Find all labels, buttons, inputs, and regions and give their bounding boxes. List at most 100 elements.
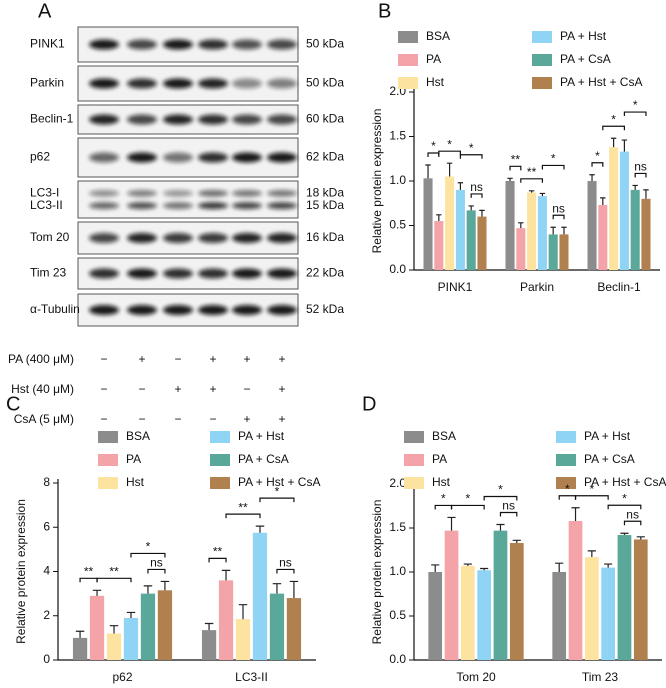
error-bar — [555, 562, 564, 572]
significance-label: * — [633, 98, 638, 112]
x-tick-label: LC3-II — [235, 670, 268, 684]
blot-band — [163, 189, 193, 197]
blot-band — [89, 233, 119, 243]
legend-label: PA + Hst + CsA — [238, 475, 320, 489]
error-bar — [272, 583, 282, 594]
bar — [477, 216, 487, 270]
significance-bracket — [208, 557, 227, 563]
legend-swatch — [532, 54, 552, 66]
blot-band — [163, 39, 193, 50]
bar — [235, 619, 251, 660]
legend-label: Hst — [432, 475, 451, 489]
significance-label: * — [469, 141, 474, 155]
y-tick-label: 6 — [43, 519, 50, 533]
legend-label: PA — [426, 52, 441, 66]
bar — [460, 565, 475, 660]
error-bar — [289, 580, 299, 599]
legend-label: PA + CsA — [560, 52, 611, 66]
error-bar — [512, 539, 521, 543]
significance-label: ns — [634, 160, 647, 174]
blot-kda: 18 kDa — [306, 186, 344, 200]
bar — [444, 530, 459, 660]
blot-band — [267, 114, 297, 125]
y-axis-label: Relative protein expression — [370, 109, 384, 254]
significance-bracket — [591, 162, 604, 167]
significance-label: ns — [552, 201, 565, 215]
treatment-label: PA (400 μM) — [8, 352, 74, 366]
significance-label: * — [466, 492, 471, 506]
blot-band — [127, 189, 157, 197]
y-tick-label: 0.0 — [389, 262, 406, 276]
legend-swatch — [398, 54, 418, 66]
error-bar — [463, 563, 472, 566]
bar — [286, 598, 302, 660]
blot-band — [163, 78, 193, 89]
bar — [548, 234, 558, 270]
bar — [537, 196, 547, 270]
bar — [617, 535, 632, 660]
bar — [619, 151, 629, 270]
legend-label: PA + Hst — [238, 429, 285, 443]
significance-bracket — [130, 552, 166, 558]
bar — [552, 572, 567, 660]
blot-band — [89, 268, 119, 279]
y-tick-label: 2 — [43, 608, 50, 622]
blot-label: Tim 23 — [30, 266, 67, 280]
y-tick-label: 0 — [43, 652, 50, 666]
y-axis-label: Relative protein expression — [370, 500, 384, 645]
legend-swatch — [210, 454, 230, 466]
significance-bracket — [459, 154, 483, 159]
blot-band — [267, 152, 297, 163]
significance-bracket — [470, 193, 483, 198]
blot-band — [89, 114, 119, 125]
blot-label: p62 — [30, 150, 50, 164]
blot-band — [89, 189, 119, 197]
y-tick-label: 1.0 — [389, 564, 406, 578]
error-bar — [238, 604, 248, 620]
error-bar — [143, 585, 153, 594]
blot-label: PINK1 — [30, 37, 65, 51]
bar — [641, 198, 651, 270]
treatment-sign: − — [100, 352, 107, 366]
blot-box — [77, 180, 299, 219]
significance-bracket — [602, 125, 625, 131]
blot-band — [198, 189, 228, 197]
blot-band — [127, 268, 157, 279]
bar — [516, 228, 526, 270]
bar — [157, 590, 173, 660]
bar — [493, 530, 508, 660]
blot-band — [127, 114, 157, 125]
bar — [559, 234, 569, 270]
treatment-sign: + — [278, 382, 285, 396]
blot-band — [232, 202, 262, 210]
bar — [428, 572, 443, 660]
bar — [477, 570, 492, 660]
legend-label: PA + Hst — [560, 29, 607, 43]
x-tick-label: Parkin — [520, 280, 554, 294]
legend-swatch — [404, 431, 424, 443]
legend-label: PA + CsA — [584, 452, 635, 466]
significance-label: * — [275, 484, 280, 498]
significance-bracket — [147, 568, 166, 574]
bar — [466, 210, 476, 270]
error-bar — [587, 550, 596, 558]
error-bar — [431, 564, 440, 572]
blot-kda: 16 kDa — [306, 230, 344, 244]
x-tick-label: Tim 23 — [582, 670, 619, 684]
error-bar — [632, 184, 638, 190]
y-tick-label: 0.5 — [389, 218, 406, 232]
blot-band — [127, 152, 157, 163]
significance-label: ns — [470, 180, 483, 194]
bar — [609, 147, 619, 270]
blot-kda: 50 kDa — [306, 76, 344, 90]
blot-band — [267, 305, 297, 315]
bar — [201, 630, 217, 660]
error-bar — [436, 214, 442, 222]
error-bar — [620, 532, 629, 536]
bar — [106, 633, 122, 660]
significance-bracket — [520, 178, 543, 183]
significance-bracket — [434, 504, 453, 510]
significance-bracket — [558, 495, 577, 500]
bar — [252, 532, 268, 660]
significance-label: ** — [213, 545, 223, 559]
